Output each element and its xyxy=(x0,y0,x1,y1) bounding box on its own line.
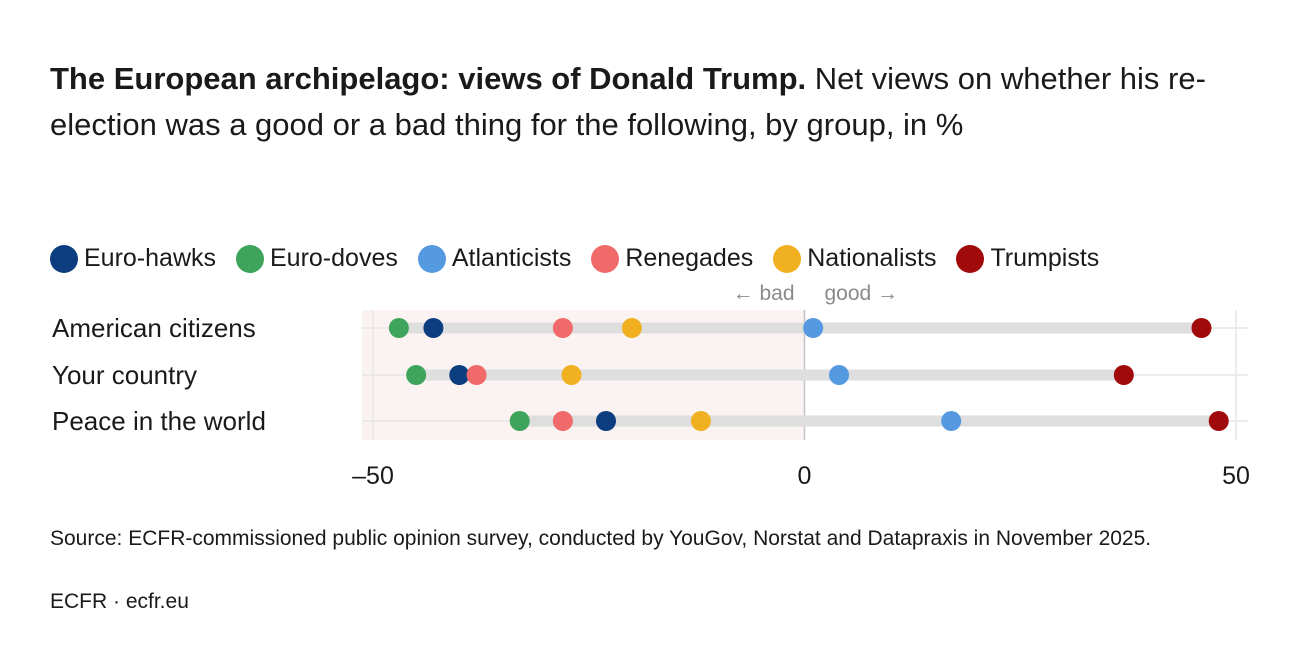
data-point-nationalists xyxy=(561,365,582,385)
legend-label: Nationalists xyxy=(807,244,937,272)
legend-swatch xyxy=(773,244,802,273)
legend-item-euro-doves: Euro-doves xyxy=(236,244,398,273)
legend-swatch xyxy=(591,244,620,273)
credit-note: ECFR · ecfr.eu xyxy=(50,590,189,613)
legend-swatch xyxy=(956,244,985,273)
data-point-euro-hawks xyxy=(423,318,444,338)
legend-swatch xyxy=(236,244,264,273)
data-point-euro-doves xyxy=(509,411,530,431)
direction-bad-label: ← bad xyxy=(733,282,795,305)
legend-swatch xyxy=(50,244,78,273)
legend-label: Atlanticists xyxy=(451,244,572,272)
data-point-renegades xyxy=(552,318,573,338)
data-point-renegades xyxy=(466,365,487,385)
x-tick-label: –50 xyxy=(352,462,394,490)
category-label: American citizens xyxy=(52,313,256,343)
data-point-nationalists xyxy=(690,411,711,431)
legend-label: Euro-doves xyxy=(270,244,398,272)
data-point-renegades xyxy=(552,411,573,431)
chart-title-bold: The European archipelago: views of Donal… xyxy=(50,61,807,96)
x-tick-label: 0 xyxy=(798,462,812,490)
data-point-atlanticists xyxy=(803,318,824,338)
legend-item-atlanticists: Atlanticists xyxy=(417,244,572,273)
data-point-atlanticists xyxy=(941,411,962,431)
x-tick-label: 50 xyxy=(1222,462,1250,490)
legend-label: Trumpists xyxy=(990,244,1100,272)
legend: Euro-hawks Euro-doves Atlanticists Renegade… xyxy=(50,244,1119,273)
legend-swatch xyxy=(417,244,446,273)
data-point-euro-doves xyxy=(388,318,409,338)
legend-item-renegades: Renegades xyxy=(591,244,753,273)
data-point-atlanticists xyxy=(829,365,850,385)
data-point-trumpists xyxy=(1208,411,1229,431)
chart-title: The European archipelago: views of Donal… xyxy=(50,56,1250,148)
data-point-euro-doves xyxy=(406,365,427,385)
chart-title-rest: Net views on whether his re-election was… xyxy=(50,61,1206,142)
data-point-trumpists xyxy=(1113,365,1134,385)
legend-label: Renegades xyxy=(625,244,754,272)
source-note: Source: ECFR-commissioned public opinion… xyxy=(50,527,1152,550)
category-label: Your country xyxy=(52,360,197,390)
data-point-trumpists xyxy=(1191,318,1212,338)
direction-good-label: good → xyxy=(825,282,899,305)
category-label: Peace in the world xyxy=(52,406,266,436)
data-point-euro-hawks xyxy=(596,411,617,431)
legend-item-trumpists: Trumpists xyxy=(956,244,1099,273)
legend-item-euro-hawks: Euro-hawks xyxy=(50,244,216,273)
legend-item-nationalists: Nationalists xyxy=(773,244,936,273)
data-point-nationalists xyxy=(621,318,642,338)
data-point-euro-hawks xyxy=(449,365,470,385)
legend-label: Euro-hawks xyxy=(84,244,216,272)
